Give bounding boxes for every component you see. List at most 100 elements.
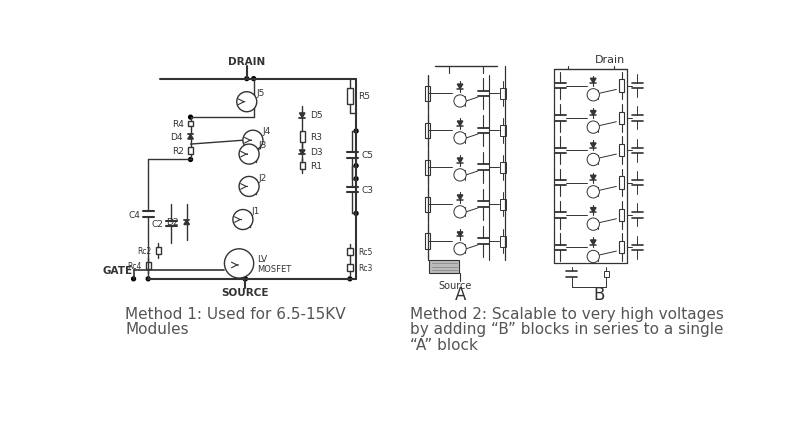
Text: R4: R4	[173, 120, 184, 128]
Bar	[430, 260, 458, 274]
Bar	[347, 249, 353, 256]
Text: MOSFET: MOSFET	[258, 264, 292, 273]
Bar	[619, 209, 625, 222]
Text: J5: J5	[257, 89, 265, 98]
Text: LV: LV	[258, 254, 268, 263]
Circle shape	[189, 116, 193, 120]
Circle shape	[132, 277, 135, 281]
Text: J1: J1	[252, 206, 260, 215]
Bar	[501, 125, 506, 137]
Text: C5: C5	[362, 151, 374, 160]
Circle shape	[189, 158, 193, 162]
Circle shape	[225, 249, 254, 279]
Text: D3: D3	[310, 148, 322, 157]
Bar	[425, 160, 430, 175]
Text: A: A	[455, 286, 466, 304]
Text: J3: J3	[258, 141, 266, 150]
Circle shape	[454, 132, 466, 145]
Bar	[425, 124, 430, 138]
Text: Source: Source	[438, 280, 472, 290]
Circle shape	[587, 154, 599, 166]
Bar	[347, 264, 353, 271]
Circle shape	[587, 186, 599, 198]
Bar	[619, 145, 625, 157]
Polygon shape	[458, 122, 463, 126]
Bar	[299, 163, 305, 170]
Polygon shape	[590, 144, 596, 148]
Text: “A” block: “A” block	[410, 337, 478, 352]
Text: by adding “B” blocks in series to a single: by adding “B” blocks in series to a sing…	[410, 321, 723, 337]
Text: Method 2: Scalable to very high voltages: Method 2: Scalable to very high voltages	[410, 306, 724, 321]
Text: GATE: GATE	[102, 265, 133, 275]
Circle shape	[146, 277, 150, 281]
Polygon shape	[458, 85, 463, 89]
Bar	[146, 263, 151, 270]
Text: Rc5: Rc5	[358, 248, 373, 257]
Polygon shape	[238, 262, 244, 267]
Text: R5: R5	[358, 92, 370, 101]
Circle shape	[587, 122, 599, 134]
Polygon shape	[458, 232, 463, 237]
Bar	[155, 247, 161, 254]
Text: D4: D4	[170, 133, 183, 141]
Text: Drain: Drain	[595, 55, 626, 65]
Polygon shape	[184, 220, 190, 225]
Text: R2: R2	[173, 146, 184, 155]
Circle shape	[454, 95, 466, 108]
Bar	[604, 271, 609, 277]
Text: C3: C3	[362, 186, 374, 194]
Bar	[619, 241, 625, 254]
Circle shape	[354, 177, 358, 181]
Bar	[299, 132, 305, 142]
Circle shape	[237, 92, 257, 113]
Text: D5: D5	[310, 111, 322, 120]
Circle shape	[243, 277, 247, 281]
Text: B: B	[593, 286, 604, 304]
Polygon shape	[590, 240, 596, 245]
Text: J2: J2	[258, 173, 266, 182]
Bar	[188, 148, 194, 155]
Bar	[188, 121, 194, 127]
Text: Rc2: Rc2	[137, 246, 151, 255]
Circle shape	[245, 78, 249, 81]
Text: C2: C2	[152, 219, 163, 228]
Polygon shape	[458, 195, 463, 200]
Text: R1: R1	[310, 162, 322, 171]
Circle shape	[354, 130, 358, 134]
Bar	[425, 234, 430, 249]
Circle shape	[354, 164, 358, 168]
Circle shape	[454, 243, 466, 255]
Text: R3: R3	[310, 133, 322, 141]
Text: D2: D2	[166, 218, 179, 227]
Text: Rc3: Rc3	[358, 263, 373, 272]
Polygon shape	[590, 111, 596, 116]
Bar	[501, 236, 506, 247]
Bar	[425, 86, 430, 102]
Circle shape	[354, 212, 358, 216]
Polygon shape	[299, 151, 305, 155]
Text: SOURCE: SOURCE	[222, 287, 269, 297]
Circle shape	[239, 145, 259, 165]
Text: C4: C4	[129, 210, 141, 219]
Bar	[619, 80, 625, 92]
Polygon shape	[458, 159, 463, 163]
Polygon shape	[299, 113, 305, 118]
Polygon shape	[590, 176, 596, 180]
Circle shape	[252, 78, 256, 81]
Circle shape	[587, 251, 599, 263]
Text: Method 1: Used for 6.5-15KV: Method 1: Used for 6.5-15KV	[125, 306, 346, 321]
Bar	[501, 88, 506, 99]
Circle shape	[243, 277, 247, 281]
Text: Modules: Modules	[125, 321, 189, 337]
Circle shape	[454, 170, 466, 182]
Text: J4: J4	[262, 127, 271, 136]
Circle shape	[348, 277, 352, 281]
Circle shape	[587, 219, 599, 231]
Polygon shape	[590, 79, 596, 84]
Circle shape	[587, 89, 599, 102]
Text: DRAIN: DRAIN	[228, 57, 266, 67]
Bar	[619, 177, 625, 189]
Bar	[619, 113, 625, 125]
Bar	[347, 89, 353, 105]
Bar	[501, 199, 506, 210]
